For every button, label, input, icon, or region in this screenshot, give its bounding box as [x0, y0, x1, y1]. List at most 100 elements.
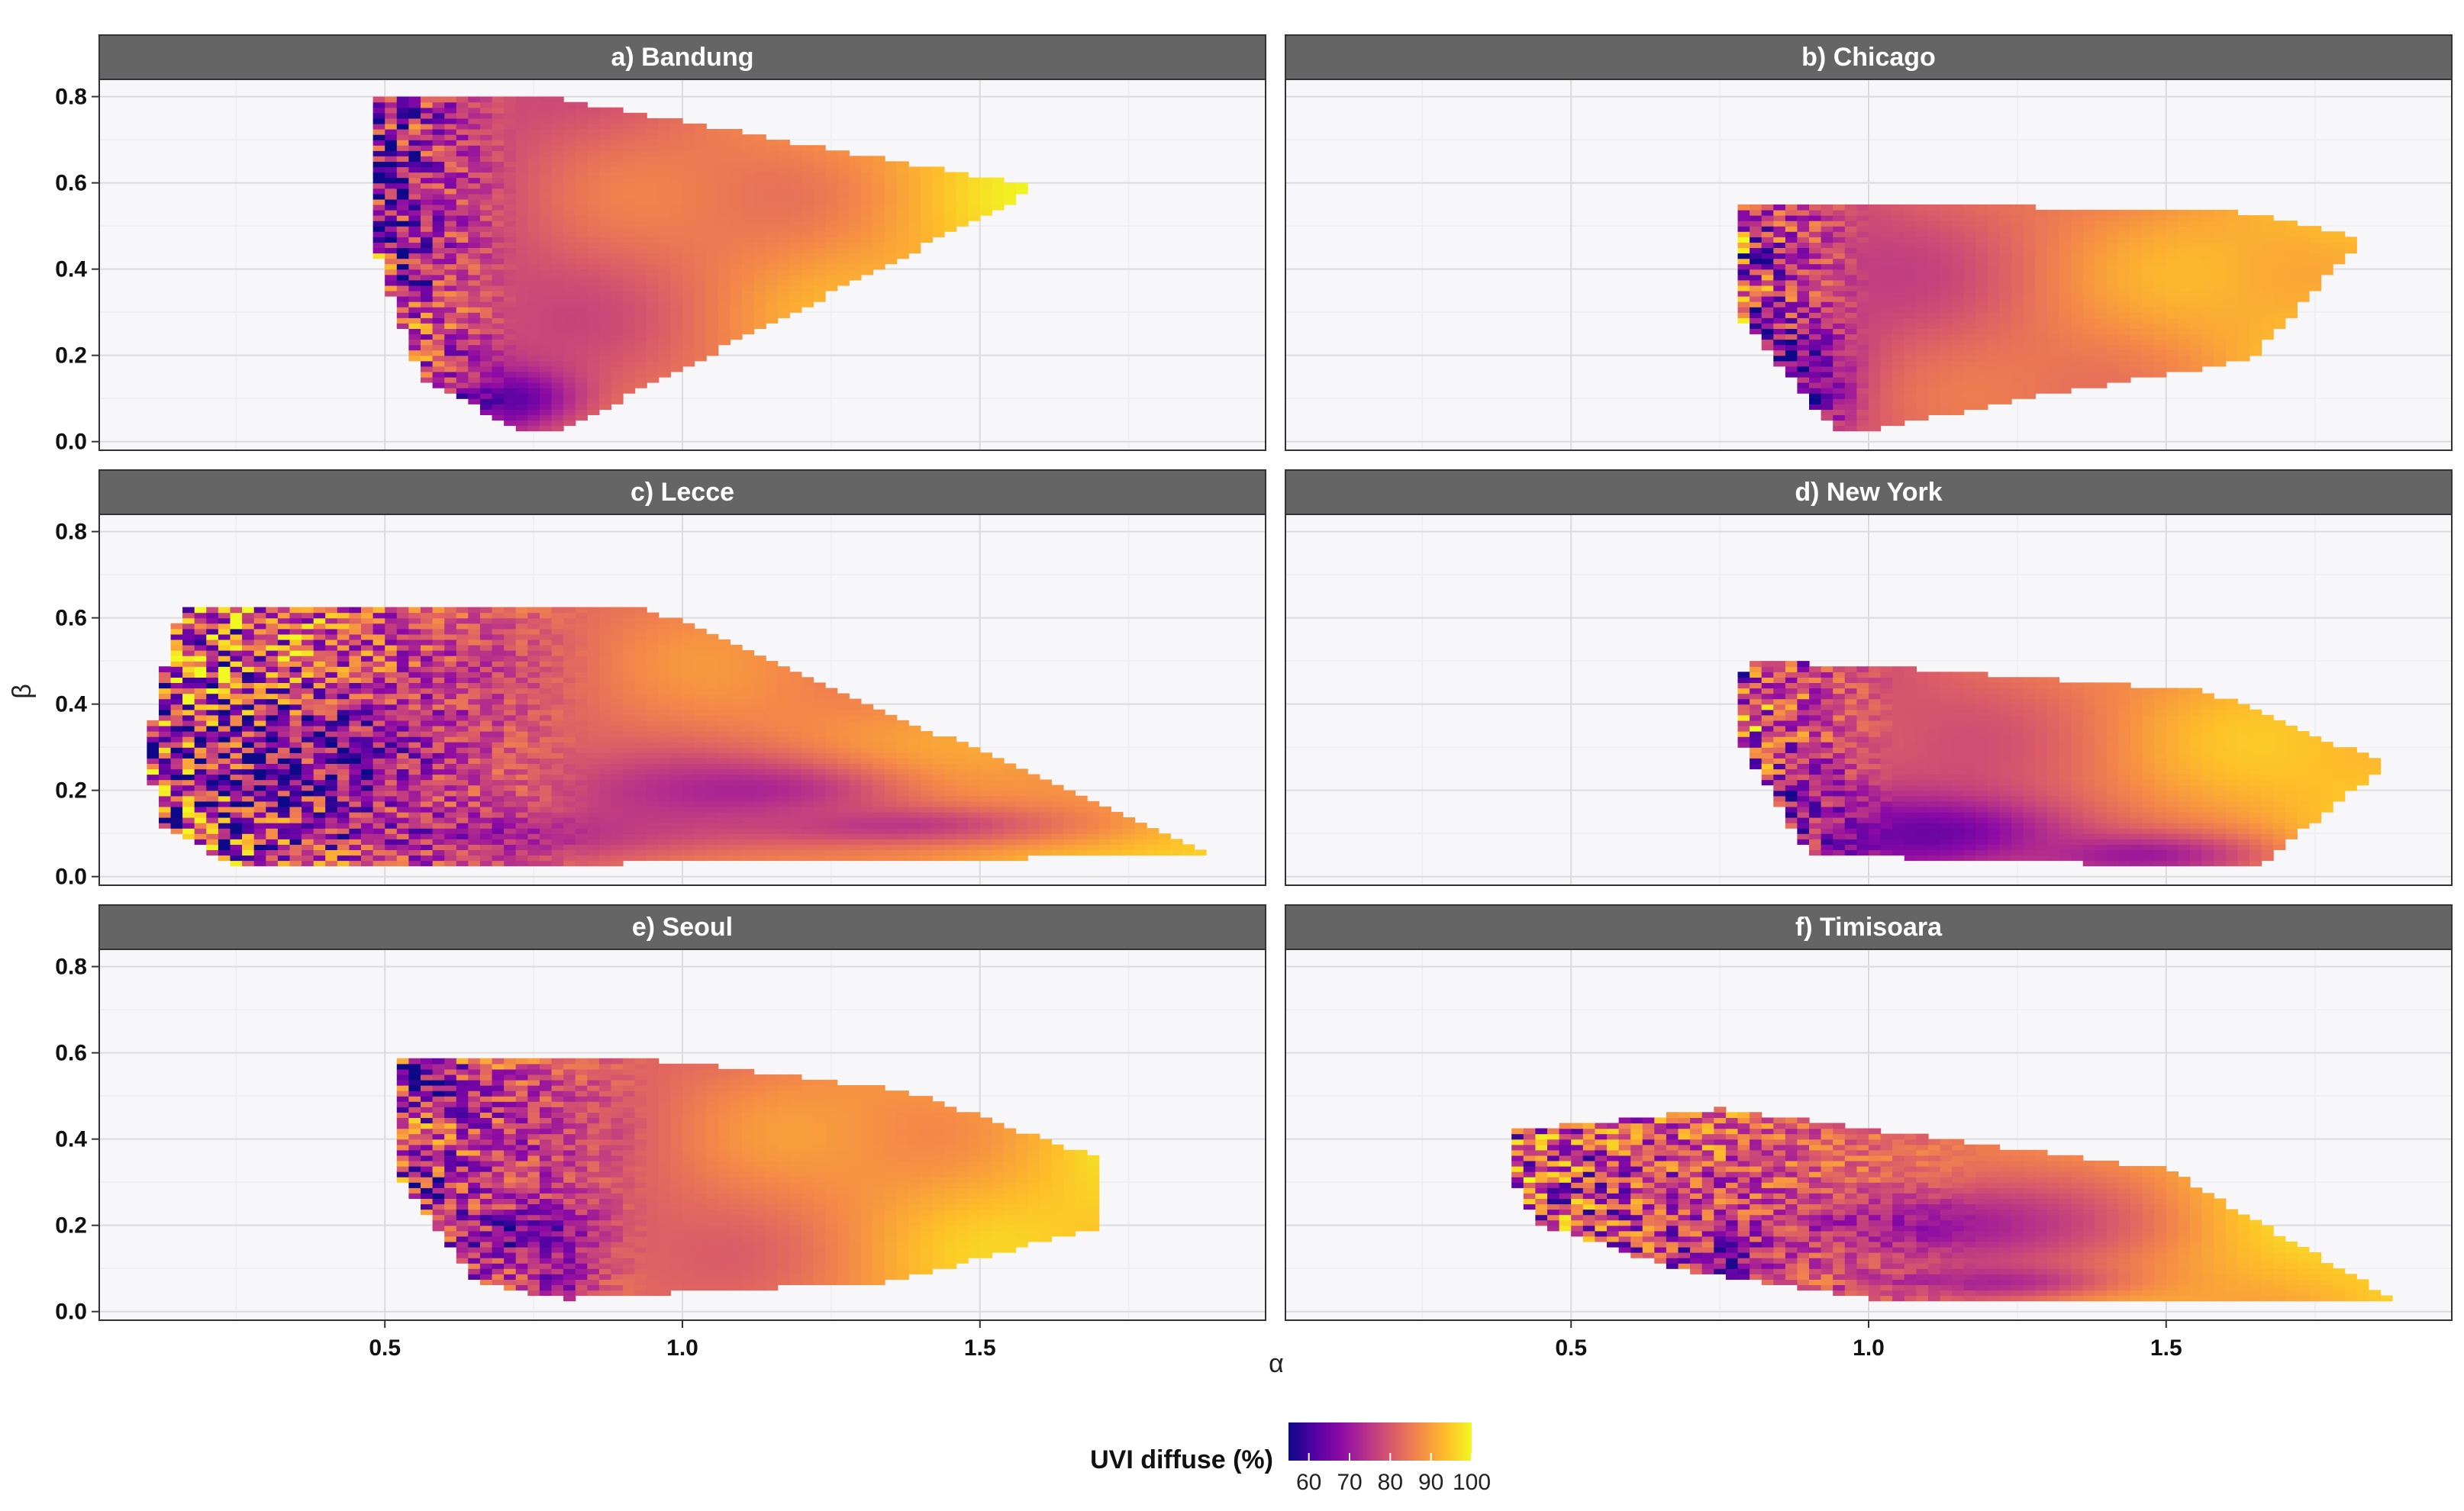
- heatmap-cell: [2106, 371, 2119, 378]
- heatmap-cell: [611, 333, 624, 340]
- heatmap-cell: [670, 366, 683, 372]
- heatmap-cell: [302, 779, 314, 786]
- heatmap-cell: [385, 731, 398, 737]
- heatmap-cell: [634, 123, 647, 130]
- heatmap-cell: [2130, 317, 2143, 324]
- heatmap-cell: [444, 344, 457, 351]
- heatmap-cell: [2142, 360, 2155, 367]
- heatmap-cell: [563, 209, 576, 216]
- heatmap-cell: [611, 350, 624, 356]
- heatmap-cell: [2237, 231, 2250, 237]
- heatmap-cell: [920, 221, 933, 227]
- heatmap-cell: [456, 317, 469, 324]
- heatmap-cell: [253, 628, 266, 635]
- heatmap-cell: [837, 263, 850, 270]
- heatmap-cell: [1004, 198, 1017, 205]
- heatmap-cell: [801, 231, 814, 237]
- heatmap-cell: [325, 688, 338, 694]
- heatmap-cell: [2225, 226, 2238, 232]
- heatmap-cell: [2201, 317, 2214, 324]
- heatmap-cell: [325, 617, 338, 624]
- heatmap-cell: [1904, 215, 1917, 221]
- heatmap-cell: [206, 714, 219, 721]
- heatmap-cell: [444, 698, 457, 705]
- heatmap-cell: [587, 290, 600, 297]
- heatmap-cell: [2035, 366, 2048, 372]
- heatmap-cell: [587, 307, 600, 313]
- heatmap-cell: [1809, 388, 1822, 394]
- heatmap-cell: [479, 307, 493, 313]
- heatmap-cell: [2011, 231, 2024, 237]
- heatmap-cell: [753, 145, 766, 151]
- heatmap-cell: [670, 172, 683, 179]
- heatmap-cell: [289, 714, 302, 721]
- heatmap-cell: [1773, 317, 1786, 324]
- heatmap-cell: [2297, 253, 2310, 259]
- heatmap-cell: [575, 258, 588, 265]
- heatmap-cell: [575, 350, 588, 356]
- heatmap-cell: [1761, 323, 1774, 329]
- heatmap-cell: [1821, 350, 1833, 356]
- heatmap-cell: [2095, 350, 2108, 356]
- heatmap-cell: [885, 188, 898, 195]
- heatmap-cell: [206, 607, 219, 614]
- heatmap-cell: [1975, 221, 1988, 227]
- heatmap-cell: [2154, 350, 2167, 356]
- heatmap-cell: [2059, 274, 2072, 281]
- heatmap-cell: [1999, 333, 2012, 340]
- heatmap-cell: [432, 188, 445, 195]
- heatmap-cell: [1761, 237, 1774, 243]
- heatmap-cell: [2237, 253, 2250, 259]
- heatmap-cell: [242, 774, 255, 781]
- heatmap-cell: [2046, 263, 2060, 270]
- heatmap-cell: [396, 312, 409, 318]
- heatmap-cell: [468, 849, 481, 856]
- heatmap-cell: [170, 817, 183, 823]
- heatmap-cell: [456, 382, 469, 388]
- heatmap-cell: [1892, 215, 1905, 221]
- heatmap-cell: [1833, 323, 1846, 329]
- heatmap-cell: [623, 118, 636, 124]
- heatmap-cell: [563, 134, 576, 140]
- heatmap-cell: [408, 817, 421, 823]
- heatmap-cell: [515, 371, 528, 378]
- heatmap-cell: [682, 231, 695, 237]
- heatmap-cell: [2011, 323, 2024, 329]
- heatmap-cell: [777, 193, 790, 200]
- heatmap-cell: [1952, 209, 1965, 216]
- heatmap-cell: [2130, 253, 2143, 259]
- heatmap-cell: [753, 134, 766, 140]
- heatmap-cell: [623, 145, 636, 151]
- heatmap-cell: [492, 333, 505, 340]
- heatmap-cell: [634, 360, 647, 367]
- heatmap-cell: [2261, 328, 2274, 335]
- heatmap-cell: [468, 301, 481, 308]
- heatmap-cell: [2333, 242, 2346, 248]
- heatmap-cell: [302, 806, 314, 813]
- heatmap-cell: [789, 296, 802, 302]
- heatmap-cell: [932, 226, 945, 232]
- heatmap-cell: [230, 784, 243, 791]
- heatmap-cell: [1963, 344, 1976, 351]
- heatmap-cell: [706, 226, 719, 232]
- heatmap-cell: [408, 129, 421, 135]
- heatmap-cell: [373, 247, 385, 254]
- heatmap-cell: [242, 617, 255, 624]
- heatmap-cell: [920, 193, 933, 200]
- heatmap-cell: [2237, 350, 2250, 356]
- heatmap-cell: [408, 101, 421, 108]
- heatmap-cell: [1761, 285, 1774, 292]
- heatmap-cell: [1833, 371, 1846, 378]
- heatmap-cell: [1821, 247, 1833, 254]
- heatmap-cell: [766, 150, 779, 156]
- heatmap-cell: [825, 204, 838, 211]
- heatmap-cell: [1844, 237, 1857, 243]
- heatmap-cell: [527, 193, 540, 200]
- heatmap-cell: [1916, 301, 1929, 308]
- heatmap-cell: [349, 823, 362, 829]
- heatmap-cell: [575, 274, 588, 281]
- heatmap-cell: [1785, 333, 1798, 340]
- heatmap-cell: [813, 209, 826, 216]
- heatmap-cell: [349, 758, 362, 764]
- heatmap-cell: [492, 253, 505, 259]
